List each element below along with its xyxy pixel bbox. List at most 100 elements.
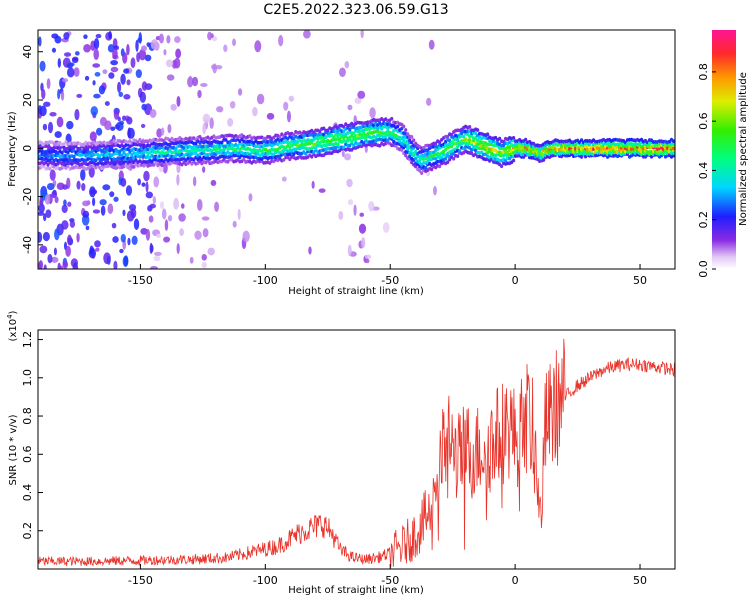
spectrogram-cell bbox=[390, 116, 394, 121]
spectrogram-cell bbox=[73, 67, 80, 77]
spectrogram-cell bbox=[202, 113, 211, 124]
spectrogram-cell bbox=[326, 128, 330, 133]
spectrogram-cell bbox=[123, 255, 129, 267]
spectrogram-cell bbox=[91, 197, 96, 207]
spectrogram-cell bbox=[227, 117, 234, 127]
spectrogram-cell bbox=[131, 235, 138, 245]
colorbar-ticks: 0.0 0.2 0.4 0.6 0.8 bbox=[697, 63, 716, 278]
spectrogram-cell bbox=[49, 169, 56, 181]
spectrogram-cell bbox=[248, 134, 252, 138]
spectrogram-cell bbox=[120, 233, 126, 243]
spectrogram-cell bbox=[288, 157, 292, 162]
spectrogram-cell bbox=[76, 180, 81, 190]
spectrogram-cell bbox=[418, 168, 422, 173]
spectrogram-cell bbox=[108, 30, 112, 40]
spectrogram-cell bbox=[512, 135, 516, 140]
spectrogram-cell bbox=[93, 48, 100, 61]
spectrogram-cell bbox=[138, 137, 142, 142]
spectrogram-cell bbox=[141, 103, 147, 111]
spectrogram-cell bbox=[125, 185, 133, 196]
spectrogram-cell bbox=[216, 106, 224, 113]
spectrogram-cell bbox=[39, 60, 46, 72]
spectrogram-cell bbox=[92, 80, 96, 86]
spectrogram-cell bbox=[82, 210, 90, 218]
spectrogram-cell bbox=[84, 75, 90, 81]
spectrogram-cell bbox=[163, 236, 171, 243]
spectrogram-cell bbox=[149, 242, 153, 255]
spectrogram-cell bbox=[39, 105, 47, 117]
spectrogram-cell bbox=[237, 88, 243, 96]
spectrogram-cell bbox=[308, 246, 312, 255]
spectrogram-cell bbox=[62, 184, 68, 190]
spectrogram-cell bbox=[126, 79, 131, 86]
spectrogram-cell bbox=[354, 97, 362, 104]
spectrogram-cell bbox=[170, 103, 177, 111]
spectrogram-cell bbox=[201, 254, 207, 261]
spectrogram-cell bbox=[266, 112, 275, 120]
spectrogram-cell bbox=[357, 90, 366, 99]
spectrogram-cell bbox=[44, 193, 51, 205]
spectrogram-cell bbox=[137, 178, 142, 186]
spectrogram-cell bbox=[359, 212, 365, 217]
spectrogram-cell bbox=[434, 141, 438, 146]
spectrogram-cell bbox=[61, 204, 68, 213]
spectrogram-cell bbox=[93, 37, 100, 50]
spectrogram-cell bbox=[412, 138, 416, 143]
colorbar-tick-label: 0.2 bbox=[697, 211, 710, 229]
spectrogram-cell bbox=[89, 131, 97, 142]
spectrogram-cell bbox=[141, 81, 148, 91]
spectrogram-cell bbox=[198, 134, 202, 139]
spectrogram-cell bbox=[42, 123, 48, 131]
spectrogram-cell bbox=[138, 49, 147, 61]
spectrogram-cell bbox=[446, 160, 450, 165]
spectrogram-cell bbox=[282, 157, 286, 162]
spectrogram-cell bbox=[120, 153, 124, 158]
spectrogram-cell bbox=[57, 57, 62, 68]
spectrogram-cell bbox=[288, 95, 295, 102]
spectrogram-cell bbox=[82, 200, 90, 207]
spectrogram-cell bbox=[46, 162, 50, 167]
spectrogram-cell bbox=[410, 140, 414, 145]
spectrogram-cell bbox=[95, 127, 103, 136]
spectrogram-cell bbox=[112, 139, 116, 143]
spectrogram-cell bbox=[102, 184, 111, 191]
snr-panel: -150 -100 -50 0 50 0.2 0.4 0.6 0.8 1.0 1.2 Height… bbox=[6, 310, 676, 596]
spectrogram-cell bbox=[414, 149, 418, 154]
spectrogram-cell bbox=[71, 57, 79, 64]
spectrogram-cell bbox=[127, 237, 131, 246]
spectrogram-cell bbox=[150, 147, 154, 152]
spectrogram-cell bbox=[51, 33, 59, 39]
spectrogram-cell bbox=[310, 154, 314, 159]
spectrogram-cell bbox=[342, 145, 346, 150]
spectrogram-cell bbox=[94, 71, 101, 77]
spectrogram-cell bbox=[153, 255, 161, 262]
spectrogram-cell bbox=[456, 154, 460, 158]
spectrogram-cell bbox=[92, 63, 101, 68]
x-tick-label: -50 bbox=[381, 574, 399, 587]
spectrogram-cell bbox=[139, 91, 147, 103]
spectrogram-cell bbox=[194, 141, 198, 146]
figure-title: C2E5.2022.323.06.59.G13 bbox=[263, 2, 448, 18]
spectrogram-cell bbox=[364, 254, 372, 259]
spectrogram-cell bbox=[341, 150, 345, 157]
spectrogram-cell bbox=[118, 91, 124, 97]
spectrogram-cell bbox=[223, 44, 228, 53]
spectrogram-y-ticks: -40 -20 0 20 40 bbox=[21, 45, 43, 254]
spectrogram-cell bbox=[637, 142, 642, 147]
spectrogram-cell bbox=[94, 240, 101, 248]
spectrogram-cell bbox=[133, 218, 140, 230]
snr-series bbox=[38, 338, 675, 568]
spectrogram-cell bbox=[66, 67, 75, 78]
spectrogram-cell bbox=[192, 76, 199, 87]
spectrogram-cell bbox=[38, 260, 44, 269]
spectrogram-cell bbox=[120, 73, 126, 85]
spectrogram-cell bbox=[353, 204, 357, 216]
spectrogram-cell bbox=[149, 203, 156, 209]
spectrogram-cell bbox=[141, 182, 146, 187]
spectrogram-cell bbox=[140, 123, 146, 128]
spectrogram-cell bbox=[214, 148, 218, 153]
spectrogram-cell bbox=[47, 253, 53, 264]
spectrogram-cell bbox=[292, 136, 296, 141]
spectrogram-cell bbox=[100, 205, 106, 216]
